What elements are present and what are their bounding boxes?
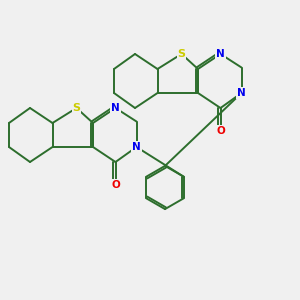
Text: N: N bbox=[216, 49, 225, 59]
Text: N: N bbox=[132, 142, 141, 152]
Text: N: N bbox=[237, 88, 246, 98]
Text: O: O bbox=[216, 125, 225, 136]
Text: S: S bbox=[73, 103, 80, 113]
Text: N: N bbox=[111, 103, 120, 113]
Text: S: S bbox=[178, 49, 185, 59]
Text: O: O bbox=[111, 179, 120, 190]
